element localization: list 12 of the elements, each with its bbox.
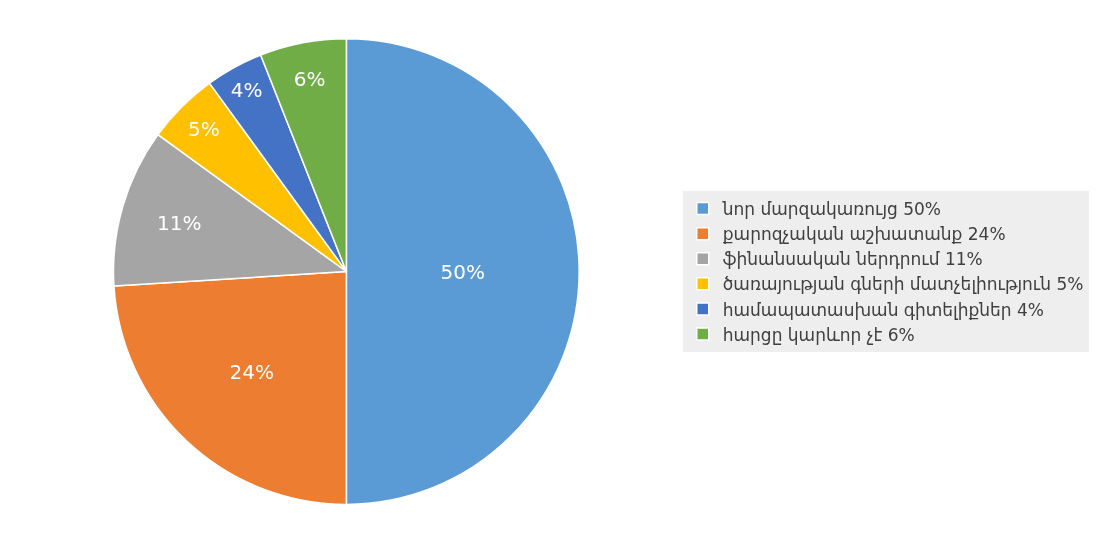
- data-label: 11%: [157, 210, 202, 235]
- data-label: 24%: [229, 360, 274, 385]
- legend-label: համապատասխան գիտելիքներ 4%: [722, 299, 1045, 320]
- data-label: 6%: [293, 66, 326, 91]
- legend-label: քարոզչական աշխատանք 24%: [722, 224, 1006, 245]
- data-label: 5%: [188, 117, 220, 142]
- legend-label: հարցը կարևոր չէ 6%: [722, 324, 915, 345]
- data-label: 50%: [440, 259, 486, 284]
- legend-label: նոր մարզակառույց 50%: [721, 199, 942, 220]
- legend-label: ծառայության գների մատչելիություն 5%: [722, 274, 1084, 295]
- legend-label: ֆինանսական ներդրում 11%: [722, 249, 983, 270]
- data-label: 4%: [230, 78, 263, 103]
